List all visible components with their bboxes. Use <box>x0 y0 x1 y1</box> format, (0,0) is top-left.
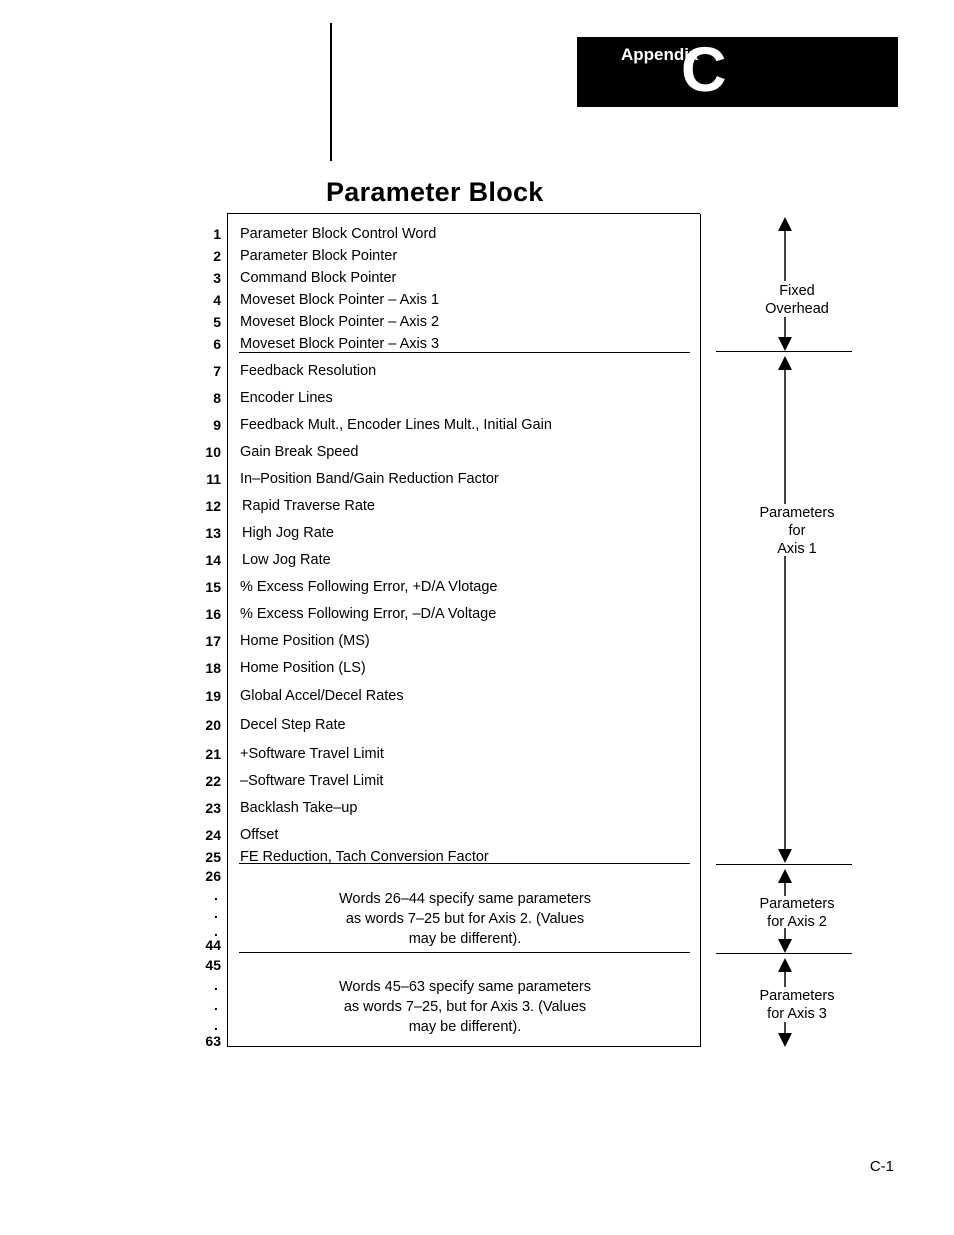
row-desc: Offset <box>240 827 278 843</box>
row-desc: Moveset Block Pointer – Axis 3 <box>240 336 439 352</box>
arrow-down-icon <box>715 317 855 351</box>
row-desc: In–Position Band/Gain Reduction Factor <box>240 471 499 487</box>
ellipsis-dot: . <box>211 905 221 921</box>
range-number: 63 <box>193 1033 221 1049</box>
row-number: 18 <box>193 660 221 676</box>
row-number: 15 <box>193 579 221 595</box>
row-desc: +Software Travel Limit <box>240 746 384 762</box>
row-desc: Global Accel/Decel Rates <box>240 688 404 704</box>
row-number: 25 <box>193 849 221 865</box>
side-bracket-label: FixedOverhead <box>742 282 852 318</box>
range-number: 45 <box>193 957 221 973</box>
appendix-letter: C <box>681 34 727 106</box>
range-number: 26 <box>193 868 221 884</box>
side-hline <box>716 864 852 865</box>
row-desc: Feedback Mult., Encoder Lines Mult., Ini… <box>240 417 552 433</box>
row-number: 4 <box>193 292 221 308</box>
page: Appendix C Parameter Block 1 Parameter Bl… <box>0 0 954 1235</box>
ellipsis-dot: . <box>211 1017 221 1033</box>
row-desc: Parameter Block Control Word <box>240 226 436 242</box>
row-desc: % Excess Following Error, +D/A Vlotage <box>240 579 498 595</box>
ellipsis-dot: . <box>211 977 221 993</box>
appendix-banner: Appendix C <box>577 37 898 107</box>
row-number: 6 <box>193 336 221 352</box>
center-note: Words 26–44 specify same parametersas wo… <box>240 889 690 949</box>
row-number: 19 <box>193 688 221 704</box>
row-number: 13 <box>193 525 221 541</box>
row-desc: Parameter Block Pointer <box>240 248 397 264</box>
page-number: C-1 <box>870 1158 894 1175</box>
side-bracket-label: Parametersfor Axis 3 <box>742 987 852 1023</box>
row-number: 16 <box>193 606 221 622</box>
arrow-down-icon <box>715 928 855 953</box>
row-desc: Low Jog Rate <box>242 552 331 568</box>
row-number: 17 <box>193 633 221 649</box>
arrow-down-icon <box>715 556 855 863</box>
row-number: 10 <box>193 444 221 460</box>
arrow-down-icon <box>715 1022 855 1047</box>
row-number: 2 <box>193 248 221 264</box>
row-desc: –Software Travel Limit <box>240 773 383 789</box>
row-desc: Moveset Block Pointer – Axis 2 <box>240 314 439 330</box>
row-desc: % Excess Following Error, –D/A Voltage <box>240 606 496 622</box>
row-number: 1 <box>193 226 221 242</box>
page-title: Parameter Block <box>326 177 544 208</box>
row-desc: Home Position (MS) <box>240 633 370 649</box>
center-note: Words 45–63 specify same parametersas wo… <box>240 977 690 1037</box>
row-number: 22 <box>193 773 221 789</box>
row-desc: Moveset Block Pointer – Axis 1 <box>240 292 439 308</box>
table-left-border <box>227 213 228 1047</box>
row-desc: Feedback Resolution <box>240 363 376 379</box>
row-number: 12 <box>193 498 221 514</box>
side-bracket-label: Parametersfor Axis 2 <box>742 895 852 931</box>
row-number: 3 <box>193 270 221 286</box>
row-desc: Gain Break Speed <box>240 444 359 460</box>
row-desc: High Jog Rate <box>242 525 334 541</box>
row-number: 9 <box>193 417 221 433</box>
side-bracket-label: ParametersforAxis 1 <box>742 504 852 558</box>
ellipsis-dot: . <box>211 923 221 939</box>
row-number: 20 <box>193 717 221 733</box>
row-number: 21 <box>193 746 221 762</box>
row-desc: Backlash Take–up <box>240 800 357 816</box>
hline <box>228 213 700 214</box>
side-hline <box>716 953 852 954</box>
row-number: 8 <box>193 390 221 406</box>
row-desc: Command Block Pointer <box>240 270 396 286</box>
row-number: 7 <box>193 363 221 379</box>
side-hline <box>716 351 852 352</box>
row-desc: Decel Step Rate <box>240 717 346 733</box>
row-desc: FE Reduction, Tach Conversion Factor <box>240 849 489 865</box>
row-desc: Rapid Traverse Rate <box>242 498 375 514</box>
row-desc: Home Position (LS) <box>240 660 366 676</box>
row-desc: Encoder Lines <box>240 390 333 406</box>
row-number: 14 <box>193 552 221 568</box>
hline <box>239 352 690 353</box>
vertical-header-rule <box>330 23 332 161</box>
arrow-up-icon <box>715 869 855 896</box>
row-number: 11 <box>193 471 221 487</box>
hline <box>228 1046 700 1047</box>
range-number: 44 <box>193 937 221 953</box>
arrow-up-icon <box>715 356 855 504</box>
row-number: 24 <box>193 827 221 843</box>
hline <box>239 952 690 953</box>
row-number: 23 <box>193 800 221 816</box>
table-right-border <box>700 214 701 1047</box>
arrow-up-icon <box>715 217 855 281</box>
row-number: 5 <box>193 314 221 330</box>
ellipsis-dot: . <box>211 997 221 1013</box>
arrow-up-icon <box>715 958 855 987</box>
ellipsis-dot: . <box>211 887 221 903</box>
